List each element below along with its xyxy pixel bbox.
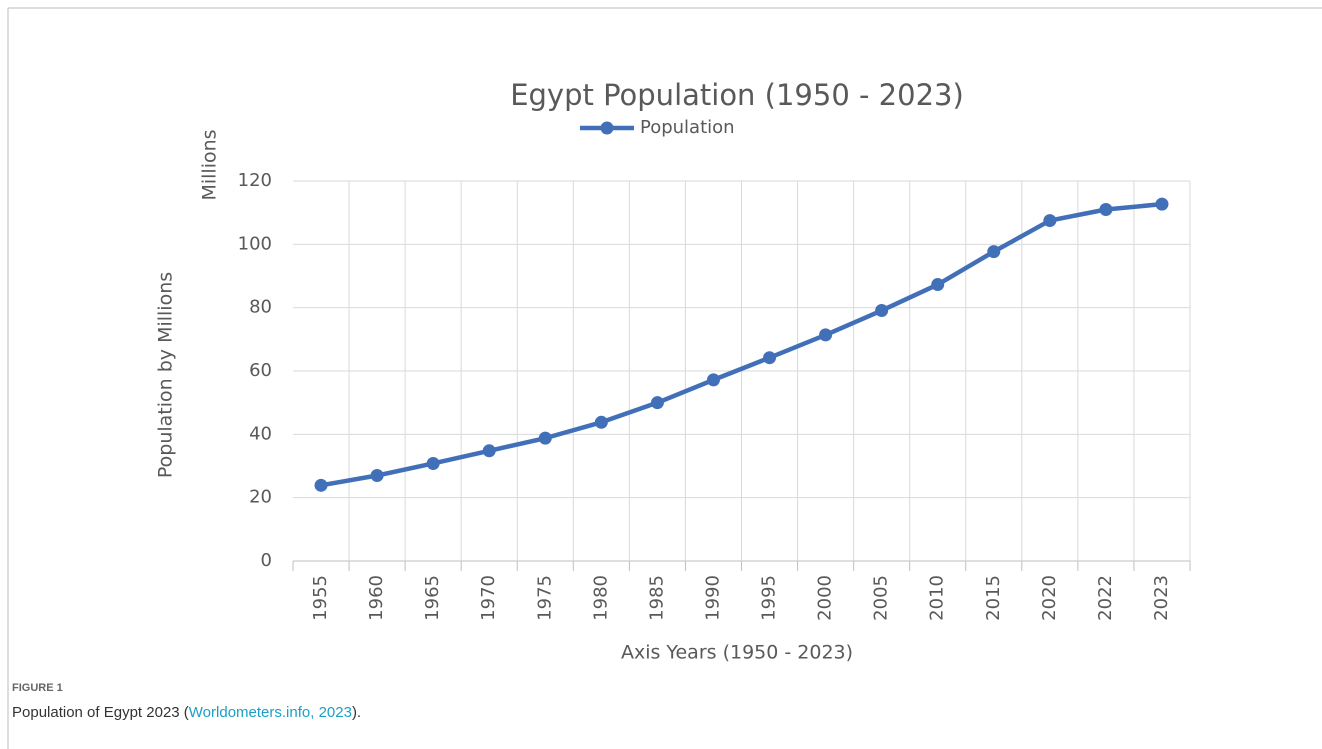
y-tick-label: 80 — [249, 297, 272, 318]
y-unit-label: Millions — [199, 129, 221, 200]
x-tick-label: 1955 — [310, 575, 331, 621]
y-tick-label: 40 — [249, 423, 272, 444]
caption-link[interactable]: Worldometers.info, 2023 — [188, 704, 352, 721]
data-point — [426, 456, 440, 470]
data-point — [538, 431, 552, 445]
x-tick-label: 1980 — [590, 575, 611, 621]
data-point — [314, 478, 328, 492]
y-tick-label: 0 — [261, 550, 272, 571]
x-tick-label: 1965 — [422, 575, 443, 621]
data-point — [875, 304, 889, 318]
legend-marker — [600, 121, 614, 135]
y-tick-label: 120 — [238, 170, 272, 191]
x-axis-label: Axis Years (1950 - 2023) — [621, 642, 853, 664]
data-point — [706, 373, 720, 387]
x-tick-label: 1985 — [646, 575, 667, 621]
data-point — [763, 351, 777, 365]
x-tick-label: 2010 — [927, 575, 948, 621]
data-point — [819, 328, 833, 342]
series-line — [320, 201, 1163, 488]
figure-label: FIGURE 1 — [12, 682, 63, 694]
legend-label: Population — [640, 117, 735, 138]
y-axis-label: Population by Millions — [155, 272, 177, 478]
x-tick-label: 1995 — [759, 575, 780, 621]
caption-text: Population of Egypt 2023 ( — [12, 704, 189, 721]
x-tick-label: 2022 — [1095, 575, 1116, 621]
y-tick-label: 100 — [238, 233, 272, 254]
figure-caption: Population of Egypt 2023 (Worldometers.i… — [12, 704, 361, 721]
x-tick-label: 2023 — [1151, 575, 1172, 621]
data-point — [482, 444, 496, 458]
chart-title: Egypt Population (1950 - 2023) — [510, 78, 964, 112]
data-point — [1043, 214, 1057, 228]
data-point — [931, 278, 945, 292]
x-tick-label: 1970 — [478, 575, 499, 621]
data-point — [370, 469, 384, 482]
y-tick-label: 20 — [249, 487, 272, 508]
y-tick-label: 60 — [249, 360, 272, 381]
x-tick-label: 1975 — [534, 575, 555, 621]
x-tick-label: 2005 — [871, 575, 892, 621]
x-tick-label: 1960 — [366, 575, 387, 621]
x-tick-label: 2020 — [1039, 575, 1060, 621]
x-tick-label: 2015 — [983, 575, 1004, 621]
data-point — [1099, 203, 1113, 216]
caption-text: ). — [351, 704, 362, 721]
data-point — [1155, 197, 1169, 211]
data-point — [987, 245, 1001, 259]
data-point — [594, 415, 608, 429]
x-tick-label: 1990 — [702, 575, 723, 621]
x-tick-label: 2000 — [815, 575, 836, 621]
data-point — [650, 396, 664, 410]
